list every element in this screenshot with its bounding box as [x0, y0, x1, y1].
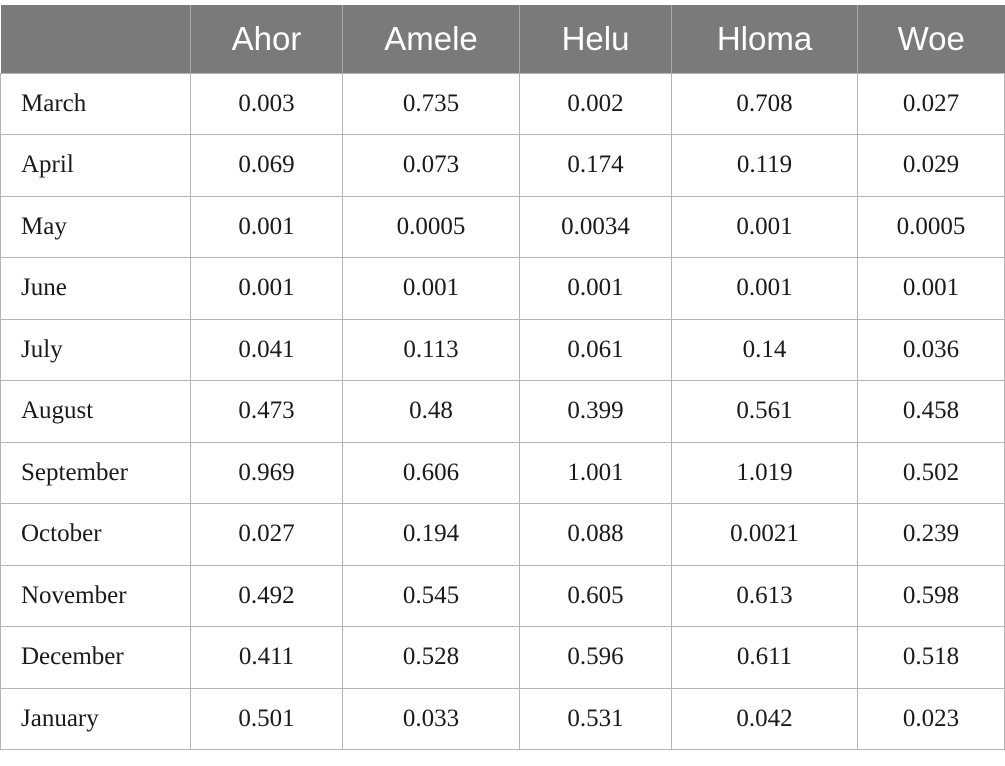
cell-amele: 0.545: [342, 564, 520, 627]
cell-ahor: 0.411: [190, 626, 343, 689]
cell-ahor: 0.069: [190, 134, 343, 197]
table-row: May 0.001 0.0005 0.0034 0.001 0.0005: [0, 195, 1005, 258]
cell-month: May: [0, 195, 191, 258]
cell-ahor: 0.969: [190, 441, 343, 504]
cell-hloma: 0.042: [671, 687, 858, 750]
cell-woe: 0.518: [857, 626, 1005, 689]
cell-ahor: 0.492: [190, 564, 343, 627]
cell-amele: 0.194: [342, 503, 520, 566]
cell-amele: 0.528: [342, 626, 520, 689]
cell-woe: 0.036: [857, 318, 1005, 381]
cell-month: October: [0, 503, 191, 566]
cell-month: September: [0, 441, 191, 504]
cell-helu: 0.088: [519, 503, 672, 566]
cell-hloma: 0.119: [671, 134, 858, 197]
cell-hloma: 0.0021: [671, 503, 858, 566]
cell-month: April: [0, 134, 191, 197]
table-row: January 0.501 0.033 0.531 0.042 0.023: [0, 687, 1005, 750]
cell-hloma: 0.708: [671, 72, 858, 135]
cell-month: June: [0, 257, 191, 320]
cell-helu: 0.596: [519, 626, 672, 689]
cell-woe: 0.0005: [857, 195, 1005, 258]
cell-hloma: 0.001: [671, 195, 858, 258]
cell-helu: 0.605: [519, 564, 672, 627]
table-row: March 0.003 0.735 0.002 0.708 0.027: [0, 72, 1005, 135]
cell-amele: 0.033: [342, 687, 520, 750]
header-row: Ahor Amele Helu Hloma Woe: [0, 5, 1005, 73]
cell-amele: 0.735: [342, 72, 520, 135]
cell-month: March: [0, 72, 191, 135]
cell-woe: 0.458: [857, 380, 1005, 443]
cell-ahor: 0.027: [190, 503, 343, 566]
header-cell-amele: Amele: [342, 5, 520, 73]
table-header: Ahor Amele Helu Hloma Woe: [0, 5, 1005, 73]
table-row: June 0.001 0.001 0.001 0.001 0.001: [0, 257, 1005, 320]
cell-ahor: 0.501: [190, 687, 343, 750]
table-row: November 0.492 0.545 0.605 0.613 0.598: [0, 564, 1005, 627]
cell-helu: 0.399: [519, 380, 672, 443]
cell-hloma: 0.001: [671, 257, 858, 320]
cell-hloma: 1.019: [671, 441, 858, 504]
data-table-container: Ahor Amele Helu Hloma Woe March 0.003 0.73…: [0, 5, 1005, 750]
header-cell-ahor: Ahor: [190, 5, 343, 73]
cell-amele: 0.001: [342, 257, 520, 320]
header-cell-woe: Woe: [857, 5, 1005, 73]
table-row: July 0.041 0.113 0.061 0.14 0.036: [0, 318, 1005, 381]
cell-hloma: 0.14: [671, 318, 858, 381]
cell-helu: 0.001: [519, 257, 672, 320]
header-cell-corner: [0, 5, 191, 73]
cell-woe: 0.029: [857, 134, 1005, 197]
table-row: April 0.069 0.073 0.174 0.119 0.029: [0, 134, 1005, 197]
cell-woe: 0.023: [857, 687, 1005, 750]
cell-helu: 0.0034: [519, 195, 672, 258]
cell-ahor: 0.001: [190, 257, 343, 320]
cell-amele: 0.0005: [342, 195, 520, 258]
table-row: October 0.027 0.194 0.088 0.0021 0.239: [0, 503, 1005, 566]
cell-hloma: 0.613: [671, 564, 858, 627]
cell-helu: 1.001: [519, 441, 672, 504]
table-row: August 0.473 0.48 0.399 0.561 0.458: [0, 380, 1005, 443]
cell-helu: 0.002: [519, 72, 672, 135]
cell-helu: 0.061: [519, 318, 672, 381]
cell-hloma: 0.611: [671, 626, 858, 689]
cell-amele: 0.48: [342, 380, 520, 443]
cell-month: November: [0, 564, 191, 627]
cell-amele: 0.113: [342, 318, 520, 381]
data-table: Ahor Amele Helu Hloma Woe March 0.003 0.73…: [0, 5, 1005, 750]
cell-woe: 0.598: [857, 564, 1005, 627]
cell-month: January: [0, 687, 191, 750]
cell-woe: 0.027: [857, 72, 1005, 135]
cell-ahor: 0.003: [190, 72, 343, 135]
cell-month: December: [0, 626, 191, 689]
table-body: March 0.003 0.735 0.002 0.708 0.027 April 0.069…: [0, 72, 1005, 750]
cell-amele: 0.606: [342, 441, 520, 504]
cell-helu: 0.174: [519, 134, 672, 197]
cell-ahor: 0.041: [190, 318, 343, 381]
cell-woe: 0.239: [857, 503, 1005, 566]
cell-amele: 0.073: [342, 134, 520, 197]
cell-woe: 0.502: [857, 441, 1005, 504]
cell-ahor: 0.001: [190, 195, 343, 258]
header-cell-helu: Helu: [519, 5, 672, 73]
cell-woe: 0.001: [857, 257, 1005, 320]
header-cell-hloma: Hloma: [671, 5, 858, 73]
cell-month: August: [0, 380, 191, 443]
table-row: September 0.969 0.606 1.001 1.019 0.502: [0, 441, 1005, 504]
cell-ahor: 0.473: [190, 380, 343, 443]
cell-hloma: 0.561: [671, 380, 858, 443]
table-row: December 0.411 0.528 0.596 0.611 0.518: [0, 626, 1005, 689]
cell-helu: 0.531: [519, 687, 672, 750]
cell-month: July: [0, 318, 191, 381]
